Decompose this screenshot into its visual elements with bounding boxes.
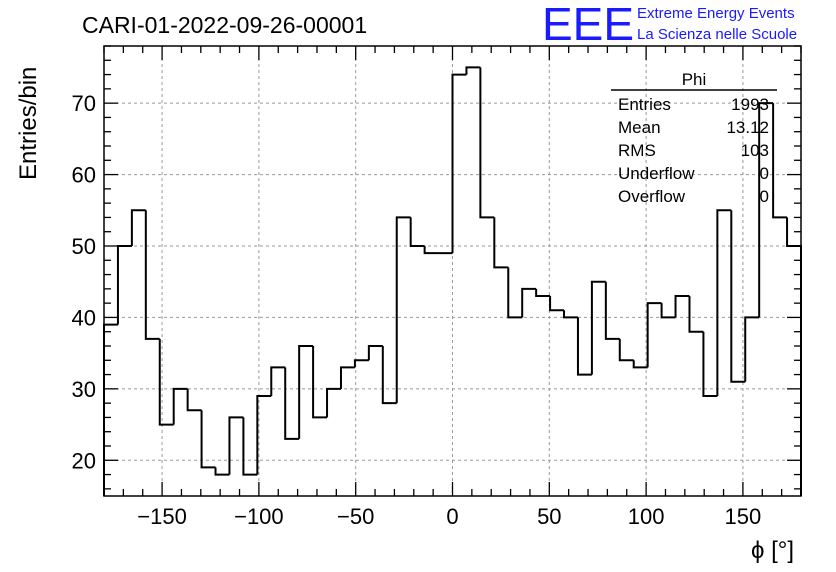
histogram-bin: [535, 288, 551, 297]
histogram-bin: [758, 102, 774, 318]
histogram-bin: [590, 280, 606, 375]
histogram-bin: [367, 345, 383, 361]
histogram-bin: [298, 345, 314, 439]
histogram-bin: [228, 416, 244, 475]
histogram-bin: [618, 338, 634, 362]
histogram-bin: [604, 281, 620, 340]
stats-label: Mean: [618, 118, 661, 137]
x-tick-label: 0: [446, 504, 458, 529]
y-tick-label: 60: [72, 163, 96, 188]
y-axis-label: Entries/bin: [15, 67, 42, 180]
histogram-bin: [507, 267, 523, 319]
histogram-bin: [563, 310, 578, 319]
histogram-bin: [312, 346, 328, 419]
histogram-bin: [395, 216, 411, 404]
histogram-bin: [576, 317, 592, 376]
histogram-bin: [744, 316, 760, 382]
histogram-bin: [786, 217, 802, 496]
histogram-bin: [521, 287, 537, 318]
stats-box: Phi Entries 1993 Mean 13.12 RMS 103 Underflow 0…: [611, 70, 777, 206]
x-tick-label: 100: [628, 504, 665, 529]
logo-mark: EEE: [542, 0, 634, 50]
y-tick-label: 20: [72, 448, 96, 473]
x-tick-label: 150: [725, 504, 762, 529]
histogram-bin: [130, 209, 146, 246]
histogram-bin: [353, 359, 369, 368]
stats-label: RMS: [618, 141, 656, 160]
stats-value: 103: [741, 141, 769, 160]
histogram-bin: [702, 331, 718, 397]
histogram-bin: [214, 467, 230, 476]
logo-line-2: La Scienza nelle Scuole: [637, 26, 797, 43]
stats-rows: Entries 1993 Mean 13.12 RMS 103 Underflow 0 Over…: [618, 95, 769, 206]
histogram-bin: [688, 296, 704, 333]
histogram-bin: [660, 303, 676, 319]
histogram-bin: [284, 367, 300, 440]
histogram-bin: [242, 417, 258, 476]
histogram-bin: [172, 387, 188, 425]
x-axis-label: ϕ [°]: [751, 537, 794, 564]
y-tick-label: 70: [72, 91, 96, 116]
histogram-bin: [493, 217, 509, 269]
histogram-bin: [479, 67, 495, 219]
histogram-bin: [423, 246, 439, 255]
histogram-bin: [716, 209, 732, 396]
x-tick-label: −50: [337, 504, 374, 529]
x-tick-label: −100: [234, 504, 284, 529]
y-tick-label: 50: [72, 234, 96, 259]
stats-label: Entries: [618, 95, 671, 114]
histogram-bin: [103, 323, 118, 496]
x-tick-label: 50: [537, 504, 561, 529]
histogram-bin: [549, 296, 565, 312]
histogram-bin: [326, 387, 341, 418]
chart-title: CARI-01-2022-09-26-00001: [82, 12, 367, 38]
tick-labels: −150 −100 −50 0 50 100 150 20 30 40 50 60 70: [72, 91, 762, 529]
eee-logo: EEE Extreme Energy Events La Scienza nel…: [542, 0, 797, 50]
histogram-bin: [200, 410, 216, 469]
histogram-bin: [451, 73, 467, 254]
histogram-bin: [186, 388, 202, 412]
histogram-bin: [465, 66, 481, 75]
histogram-bin: [339, 366, 355, 389]
y-tick-label: 40: [72, 305, 96, 330]
histogram-bin: [144, 210, 160, 340]
stats-label: Underflow: [618, 164, 695, 183]
x-tick-label: −150: [137, 504, 187, 529]
stats-title: Phi: [682, 70, 707, 89]
histogram-bin: [646, 302, 662, 368]
histogram-bin: [116, 245, 132, 325]
histogram-bin: [674, 295, 690, 318]
stats-label: Overflow: [618, 187, 686, 206]
histogram-bin: [632, 360, 648, 369]
stats-value: 13.12: [726, 118, 769, 137]
histogram-bin: [730, 210, 746, 383]
histogram-bin: [256, 395, 272, 475]
stats-value: 0: [760, 164, 769, 183]
histogram-bin: [409, 217, 425, 247]
histogram-bin: [772, 103, 788, 219]
histogram-bin: [381, 346, 397, 405]
logo-line-1: Extreme Energy Events: [637, 5, 795, 22]
stats-value: 1993: [731, 95, 769, 114]
histogram-bin: [158, 338, 174, 426]
histogram-bin: [270, 366, 286, 396]
stats-value: 0: [760, 187, 769, 206]
axis-ticks: [103, 45, 802, 496]
y-tick-label: 30: [72, 377, 96, 402]
